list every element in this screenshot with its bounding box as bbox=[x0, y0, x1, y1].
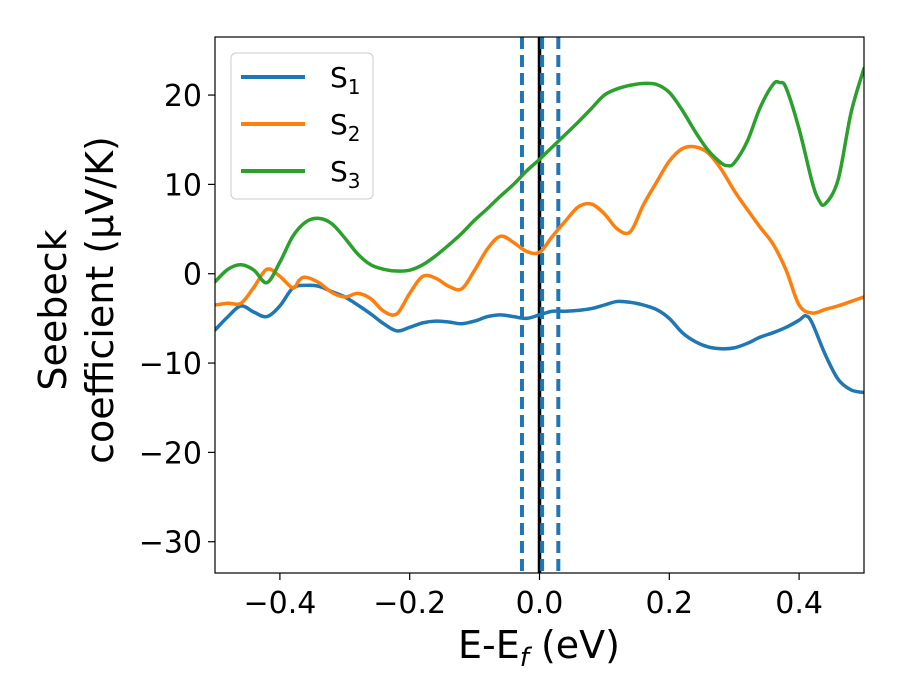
x-tick-label: −0.2 bbox=[373, 586, 446, 621]
y-tick-label: 10 bbox=[164, 168, 202, 203]
x-axis-title: E-Ef (eV) bbox=[458, 623, 620, 673]
legend-label-s2: S2 bbox=[330, 108, 361, 146]
y-axis-title-line2: coefficient (μV/K) bbox=[78, 136, 122, 464]
series-lines bbox=[215, 66, 864, 395]
series-line-s2 bbox=[215, 144, 864, 317]
x-axis: −0.4 −0.2 0.0 0.2 0.4 bbox=[243, 573, 823, 621]
y-axis-title: Seebeck coefficient (μV/K) bbox=[31, 136, 122, 464]
x-tick-label: 0.2 bbox=[645, 586, 693, 621]
x-tick-label: 0.0 bbox=[516, 586, 564, 621]
x-tick-label: −0.4 bbox=[243, 586, 316, 621]
y-tick-label: −30 bbox=[139, 526, 202, 561]
legend: S1 S2 S3 bbox=[230, 52, 374, 200]
y-tick-label: 20 bbox=[164, 79, 202, 114]
x-axis-title-main: E-E bbox=[458, 623, 520, 667]
y-axis-title-line1: Seebeck bbox=[31, 229, 75, 390]
legend-label-s3: S3 bbox=[330, 155, 361, 193]
y-tick-label: 0 bbox=[183, 258, 202, 293]
reference-lines bbox=[519, 37, 561, 573]
x-axis-title-unit: (eV) bbox=[529, 623, 620, 667]
y-tick-label: −10 bbox=[139, 347, 202, 382]
y-axis: −30 −20 −10 0 10 20 bbox=[139, 79, 215, 561]
y-tick-label: −20 bbox=[139, 436, 202, 471]
x-tick-label: 0.4 bbox=[775, 586, 823, 621]
series-line-s3 bbox=[215, 66, 864, 285]
legend-label-s1: S1 bbox=[330, 61, 361, 99]
